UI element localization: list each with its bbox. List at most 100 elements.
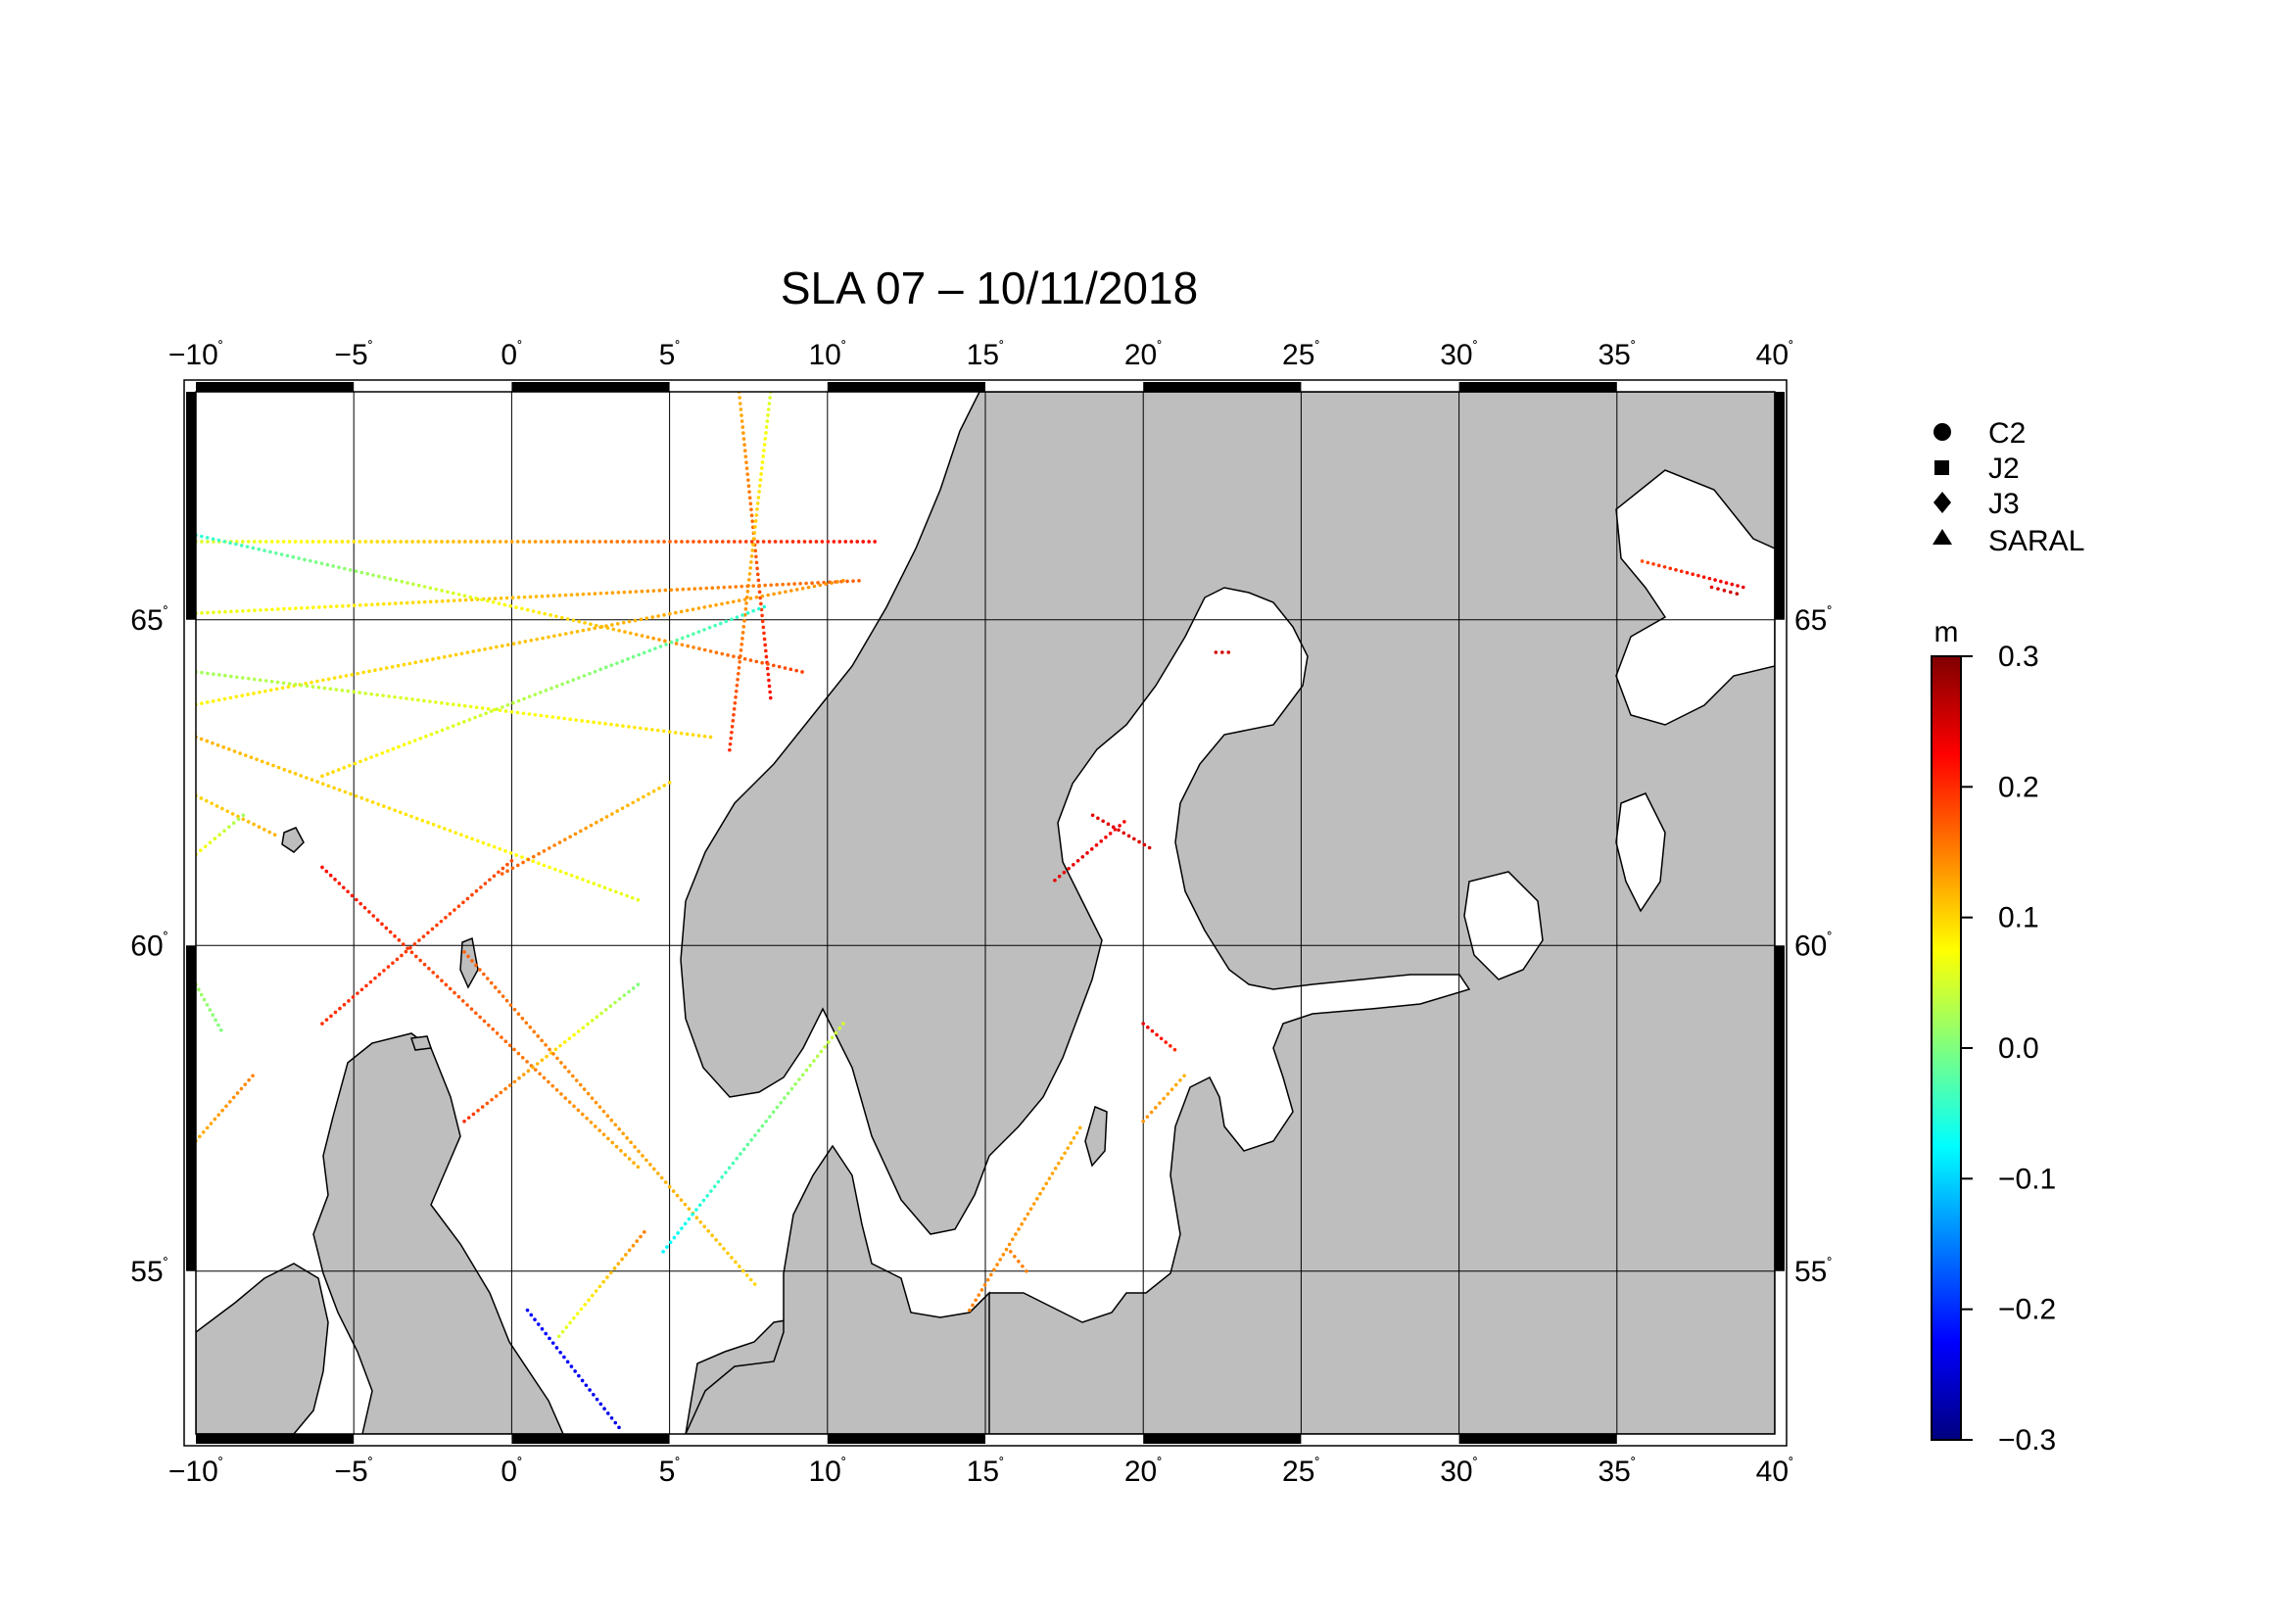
sla-point [329, 604, 333, 609]
sla-point [623, 1153, 628, 1157]
sla-point [222, 829, 226, 834]
sla-point [716, 586, 721, 590]
sla-point [580, 540, 585, 544]
frame-segment-bottom [511, 1434, 670, 1444]
sla-point [236, 817, 241, 822]
sla-point [764, 431, 768, 435]
sla-point [373, 976, 377, 980]
sla-point [527, 712, 532, 716]
sla-point [199, 848, 203, 852]
frame-segment-top [511, 382, 670, 392]
sla-point [675, 1193, 680, 1198]
sla-point [562, 1355, 566, 1360]
lon-tick-label: 0˚ [501, 1456, 522, 1488]
sla-point [422, 585, 427, 589]
sla-point [731, 599, 736, 604]
sla-point [549, 686, 553, 691]
sla-point [512, 1047, 516, 1052]
sla-point [462, 703, 467, 708]
sla-point [1722, 589, 1727, 593]
degree-mark: ˚ [1314, 1457, 1319, 1473]
sla-point [461, 900, 465, 905]
sla-point [581, 592, 586, 597]
lon-tick-label: 10˚ [808, 1456, 846, 1488]
sla-point [282, 606, 286, 611]
sla-point [396, 663, 401, 668]
sla-point [507, 1083, 512, 1087]
degree-mark: ˚ [675, 1457, 680, 1473]
sla-point [611, 627, 616, 632]
sla-point [285, 553, 290, 558]
sla-point [337, 565, 341, 570]
sla-point [604, 815, 609, 819]
sla-point [405, 540, 408, 544]
sla-point [819, 1049, 824, 1054]
sla-point [532, 1029, 537, 1034]
sla-point [352, 690, 357, 694]
sla-point [687, 587, 692, 592]
sla-point [465, 650, 470, 654]
sla-point [442, 654, 447, 659]
sla-track [196, 540, 877, 544]
sla-point [763, 583, 767, 588]
sla-point [320, 782, 325, 787]
sla-track [462, 982, 641, 1123]
sla-point [982, 1282, 987, 1287]
degree-mark: ˚ [1789, 1457, 1793, 1473]
sla-point [1137, 839, 1141, 844]
sla-point [732, 712, 736, 717]
sla-point [498, 846, 502, 851]
sla-point [552, 867, 557, 872]
sla-point [552, 634, 556, 639]
sla-point [696, 734, 701, 738]
sla-point [531, 1065, 535, 1070]
sla-point [340, 603, 345, 608]
sla-track [728, 392, 773, 752]
sla-point [639, 1234, 643, 1239]
sla-point [409, 950, 414, 955]
sla-point [737, 655, 741, 660]
legend-label-j3: J3 [1988, 488, 2020, 520]
sla-point [356, 671, 360, 676]
sla-point [1145, 1115, 1150, 1119]
sla-point [623, 630, 627, 634]
sla-point [739, 407, 743, 411]
sla-point [492, 540, 497, 544]
sla-point [343, 789, 348, 794]
sla-point [516, 596, 521, 599]
sla-point [584, 1383, 589, 1388]
sla-point [201, 1130, 206, 1134]
sla-point [352, 540, 357, 544]
sla-point [448, 912, 453, 916]
sla-point [520, 1055, 525, 1060]
sla-point [581, 878, 585, 882]
sla-point [730, 1256, 734, 1260]
sla-point [655, 728, 660, 733]
sla-point [324, 1018, 329, 1022]
sla-point [508, 1003, 513, 1007]
sla-point [720, 1175, 724, 1179]
sla-point [382, 804, 386, 808]
sla-point [686, 644, 691, 648]
sla-point [521, 540, 526, 544]
sla-point [629, 1140, 633, 1145]
colorbar-tick-label: −0.1 [1998, 1163, 2056, 1195]
sla-point [568, 717, 572, 722]
sla-point [217, 610, 221, 614]
sla-point [235, 1091, 240, 1095]
sla-point [675, 638, 679, 643]
sla-point [406, 946, 409, 950]
sla-point [359, 987, 364, 992]
sla-point [766, 593, 771, 597]
sla-point [263, 549, 266, 552]
sla-point [580, 1378, 585, 1383]
sla-point [546, 594, 550, 598]
sla-point [365, 572, 369, 576]
sla-point [416, 540, 420, 544]
sla-point [775, 583, 779, 587]
sla-point [398, 810, 403, 815]
sla-point [569, 593, 574, 597]
sla-point [995, 1263, 999, 1266]
sla-point [749, 507, 753, 512]
sla-point [664, 643, 668, 646]
